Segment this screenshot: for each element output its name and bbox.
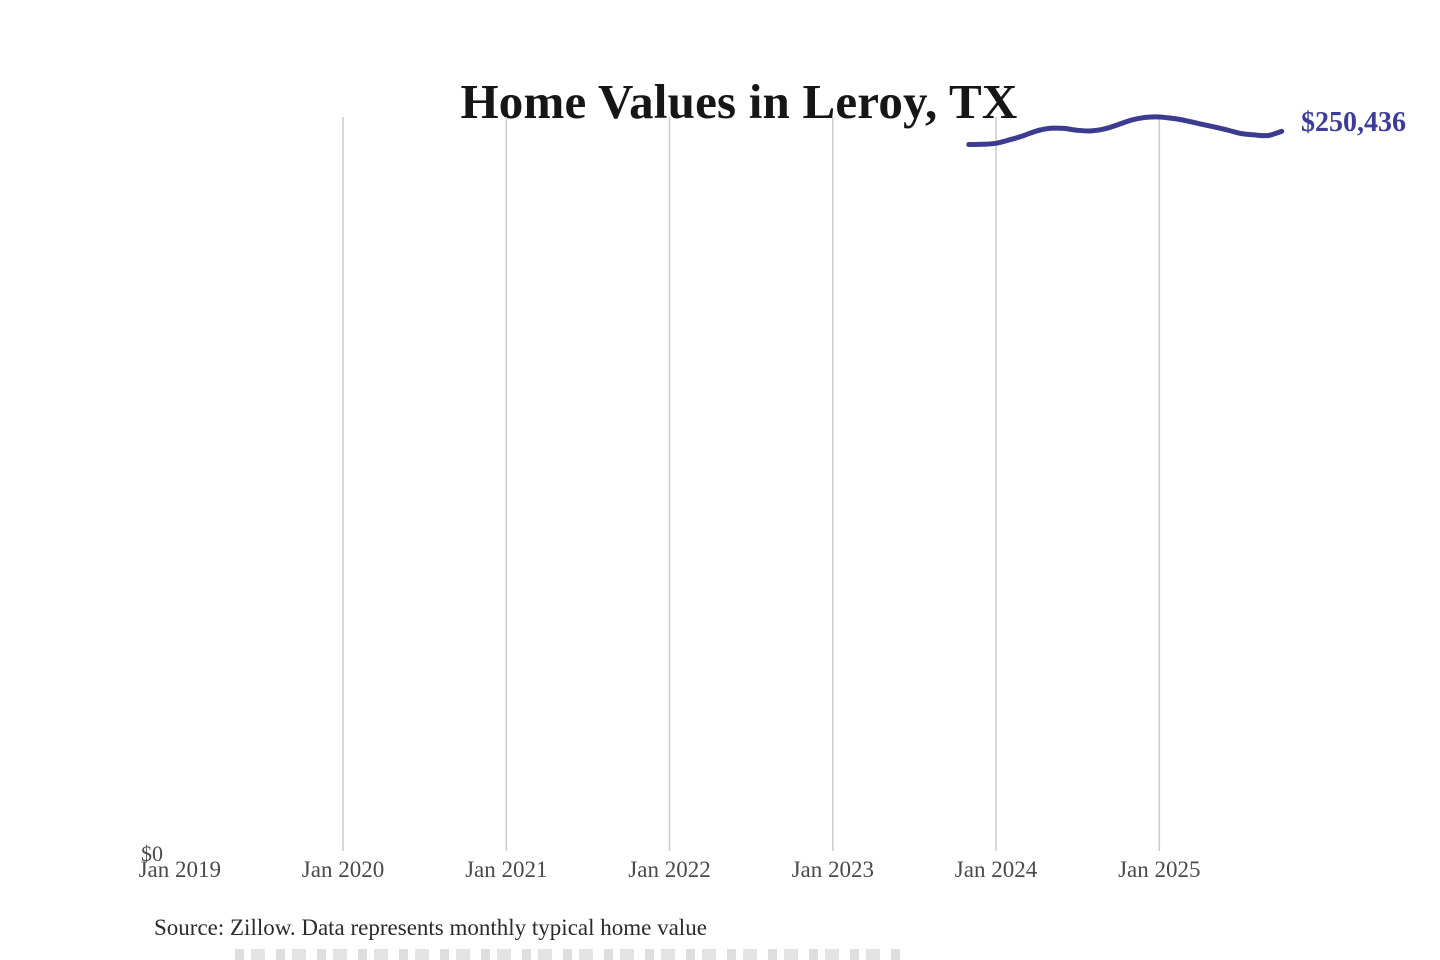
chart-title: Home Values in Leroy, TX (460, 73, 1018, 129)
x-axis-tick-label: Jan 2024 (954, 857, 1038, 882)
end-value-label: $250,436 (1301, 107, 1406, 138)
source-note: Source: Zillow. Data represents monthly … (154, 915, 707, 940)
x-axis-tick-label: Jan 2020 (301, 857, 385, 882)
cropped-text-remnant (235, 949, 905, 960)
home-value-line (966, 114, 1285, 147)
x-axis-tick-label: Jan 2022 (628, 857, 711, 882)
x-axis-tick-label: Jan 2021 (465, 857, 548, 882)
x-axis-tick-label: Jan 2023 (791, 857, 875, 882)
x-axis-tick-label: Jan 2025 (1118, 857, 1201, 882)
y-axis-zero-label: $0 (141, 841, 163, 866)
x-axis-tick-label: Jan 2019 (138, 857, 222, 882)
